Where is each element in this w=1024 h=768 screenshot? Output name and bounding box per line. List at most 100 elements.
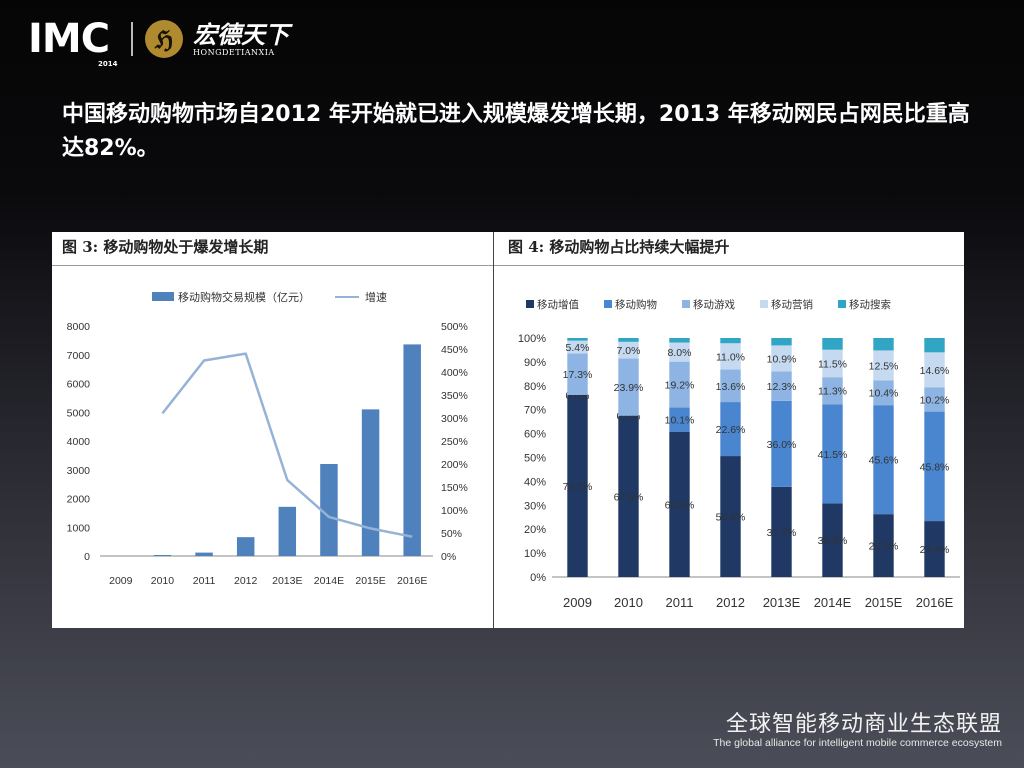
chart2-data-label: 13.6%: [716, 381, 746, 393]
chart2-legend-swatch: [682, 300, 690, 308]
imc-logo-text: IMC: [28, 16, 110, 62]
chart2-data-label: 67.5%: [614, 491, 644, 503]
chart2-stack-segment: [669, 431, 690, 577]
chart2-data-label: 50.6%: [716, 512, 746, 524]
chart2-legend-label: 移动搜索: [849, 298, 891, 311]
chart1-x-tick: 2015E: [355, 575, 385, 587]
chart2-y-tick: 90%: [524, 357, 546, 369]
chart2-data-label: 14.6%: [920, 365, 950, 377]
chart2-x-tick: 2013E: [763, 595, 801, 610]
chart2-x-tick: 2012: [716, 595, 745, 610]
chart2-y-tick: 80%: [524, 381, 546, 393]
chart2-stack-segment: [924, 338, 945, 353]
chart1-growth-line: [161, 352, 413, 538]
chart2-stack-segment: [669, 338, 690, 343]
slide-headline: 中国移动购物市场自2012 年开始就已进入规模爆发增长期，2013 年移动网民占…: [62, 102, 970, 161]
chart2-legend-swatch: [526, 300, 534, 308]
chart2-data-label: 11.3%: [818, 386, 847, 398]
chart2-stack-segment: [720, 338, 741, 344]
chart1-x-tick: 2012: [234, 575, 258, 587]
chart2-stack-segment: [924, 521, 945, 577]
chart1-bar: [403, 344, 421, 556]
chart2-title-rule: [494, 265, 964, 266]
chart2-y-tick: 70%: [524, 405, 546, 417]
chart1-bar: [278, 506, 297, 556]
chart1-y-tick-right: 0%: [441, 551, 456, 563]
chart2-stack-segment: [822, 338, 843, 350]
chart2-x-tick: 2014E: [814, 595, 852, 610]
chart1-y-tick-right: 200%: [441, 459, 468, 471]
chart2-stack-segment: [873, 338, 894, 351]
chart1-y-tick-right: 450%: [441, 344, 468, 356]
chart1-bar: [153, 555, 172, 556]
chart1-y-tick-right: 350%: [441, 390, 468, 402]
chart2-data-label: 10.2%: [920, 394, 950, 406]
chart1-y-tick-right: 400%: [441, 367, 468, 379]
chart1-y-tick-right: 250%: [441, 436, 468, 448]
chart2-data-label: 10.9%: [767, 353, 797, 365]
chart1-x-tick: 2010: [151, 575, 175, 587]
chart2-data-label: 7.0%: [617, 345, 641, 357]
chart2-stack-segment: [618, 415, 639, 577]
footer-alliance-en: The global alliance for intelligent mobi…: [713, 737, 1002, 749]
chart1-legend-label-line: 增速: [365, 290, 387, 304]
chart2-data-label: 8.0%: [668, 347, 692, 359]
chart2-stack-segment: [720, 369, 741, 403]
chart2-stack-segment: [873, 380, 894, 406]
chart1-x-tick: 2011: [193, 575, 216, 587]
chart1-y-tick-right: 300%: [441, 413, 468, 425]
chart1-x-tick: 2014E: [314, 575, 344, 587]
chart1-x-tick: 2013E: [272, 575, 302, 587]
chart2-stack-segment: [567, 394, 588, 577]
chart2-stack-segment: [822, 503, 843, 577]
footer-alliance-cn: 全球智能移动商业生态联盟: [725, 712, 1002, 737]
chart2-title: 图 4: 移动购物占比持续大幅提升: [508, 238, 730, 256]
chart1-y-tick-left: 4000: [67, 436, 91, 448]
chart1-legend-label-bar: 移动购物交易规模（亿元）: [178, 290, 310, 304]
chart2-y-tick: 100%: [518, 333, 546, 345]
chart2-stack-segment: [771, 338, 792, 346]
chart1-title-rule: [52, 265, 493, 266]
chart2-x-tick: 2015E: [865, 595, 903, 610]
chart2-stack-segment: [924, 411, 945, 522]
chart1-y-tick-left: 7000: [67, 350, 91, 362]
chart2-stack-segment: [771, 400, 792, 487]
chart1-y-tick-right: 150%: [441, 482, 468, 494]
chart1-legend-swatch-bar: [152, 292, 174, 301]
chart2-x-tick: 2016E: [916, 595, 954, 610]
chart2-svg: 移动增值 移动购物 移动游戏 移动营销 移动搜索 0% 10% 20% 30% 40% 50% 60%…: [518, 298, 960, 610]
chart2-data-label: 10.1%: [665, 415, 695, 427]
chart2-legend-label: 移动游戏: [693, 298, 735, 311]
panel-divider: [493, 232, 494, 628]
chart2-stack-segment: [822, 404, 843, 504]
chart1-y-tick-right: 500%: [441, 321, 468, 333]
chart2-data-label: 30.8%: [818, 535, 848, 547]
chart1-x-tick: 2016E: [397, 575, 427, 587]
chart1-y-tick-right: 100%: [441, 505, 468, 517]
chart2-data-label: 12.3%: [767, 381, 797, 393]
chart-panel: 图 3: 移动购物处于爆发增长期 图 4: 移动购物占比持续大幅提升 移动购物交…: [52, 232, 964, 628]
chart2-stack-segment: [720, 343, 741, 370]
chart2-y-tick: 0%: [530, 572, 546, 584]
chart1-title: 图 3: 移动购物处于爆发增长期: [62, 238, 269, 256]
chart2-stack-segment: [873, 514, 894, 577]
chart2-data-label: 36.0%: [767, 439, 797, 451]
chart2-stack-segment: [924, 387, 945, 412]
chart2-stack-segment: [771, 486, 792, 577]
chart2-data-label: 60.8%: [665, 499, 695, 511]
chart2-stack-segment: [669, 361, 690, 408]
chart2-data-label: 41.5%: [818, 449, 848, 461]
chart2-legend-label: 移动营销: [771, 298, 813, 311]
chart2-stack-segment: [720, 402, 741, 457]
chart2-y-tick: 60%: [524, 429, 546, 441]
chart2-data-label: 19.2%: [665, 380, 695, 392]
chart2-y-tick: 50%: [524, 453, 546, 465]
chart2-data-label: 11.0%: [716, 351, 745, 363]
chart2-stack-segment: [873, 350, 894, 381]
chart2-stack-segment: [669, 342, 690, 362]
chart2-stack-segment: [771, 345, 792, 372]
chart2-stack-segment: [873, 405, 894, 515]
chart1-y-tick-left: 0: [84, 551, 90, 563]
chart2-legend-swatch: [760, 300, 768, 308]
chart2-stack-segment: [567, 338, 588, 341]
